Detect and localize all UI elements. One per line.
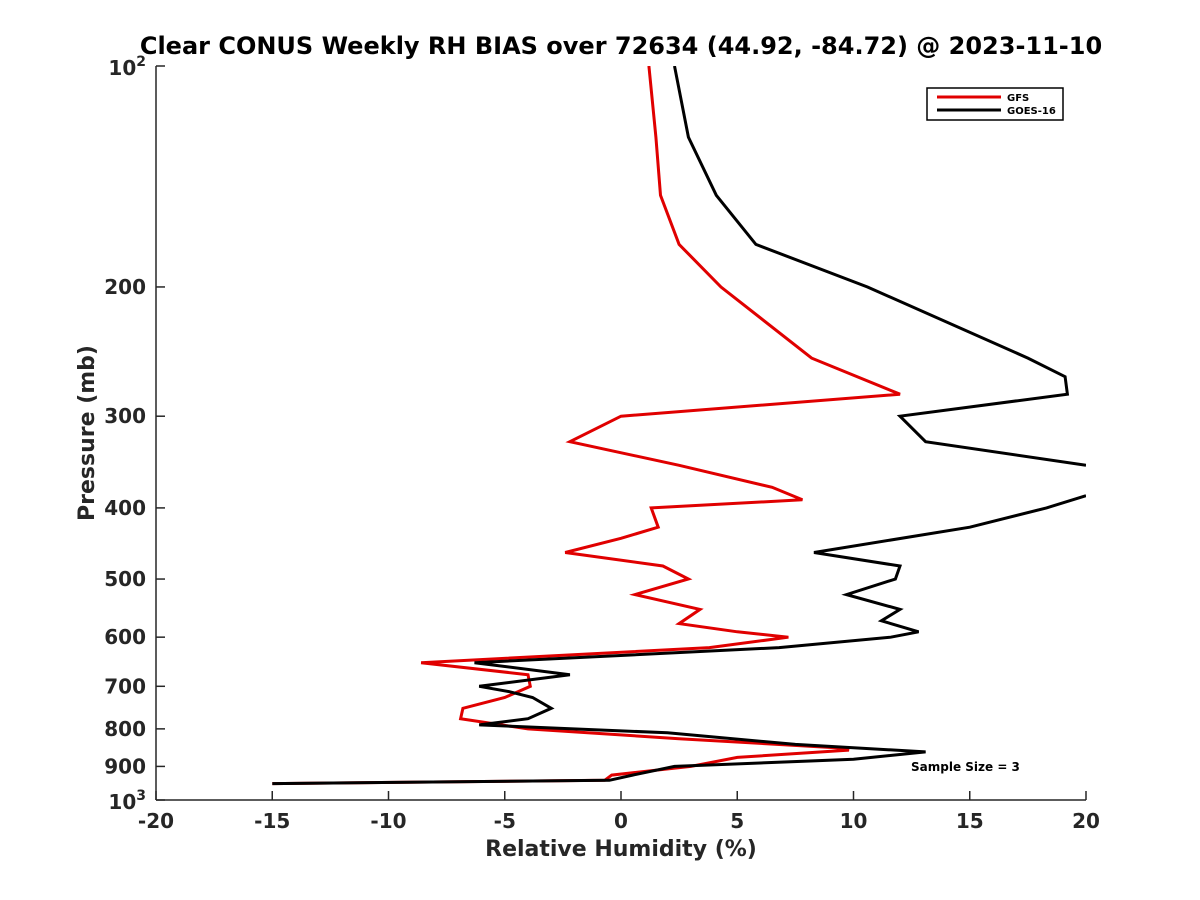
y-tick-label: 200: [104, 275, 146, 299]
sample-size-annotation: Sample Size = 3: [911, 760, 1020, 774]
x-tick-label: -10: [370, 809, 406, 833]
series-layer: [272, 66, 1086, 786]
x-tick-label: -20: [138, 809, 174, 833]
x-tick-label: 20: [1072, 809, 1100, 833]
x-tick-label: 5: [730, 809, 744, 833]
plot-area: -20 -15 -10 -5 0 5 10 15 20 102 200 300 400 500 600 70…: [104, 54, 1100, 833]
y-tick-label: 900: [104, 754, 146, 778]
legend-label: GFS: [1007, 93, 1029, 104]
y-axis-title: Pressure (mb): [75, 345, 100, 521]
y-tick-label: 700: [104, 674, 146, 698]
y-tick-label: 102: [108, 54, 146, 80]
x-axis-title: Relative Humidity (%): [485, 837, 757, 862]
x-tick-label: 15: [956, 809, 984, 833]
x-tick-label: 0: [614, 809, 628, 833]
y-tick-label: 500: [104, 567, 146, 591]
x-tick-label: 10: [840, 809, 868, 833]
y-tick-label: 800: [104, 717, 146, 741]
y-ticks: 102 200 300 400 500 600 700 800 900 103: [104, 54, 165, 814]
chart-title: Clear CONUS Weekly RH BIAS over 72634 (4…: [140, 32, 1102, 60]
x-tick-label: -15: [254, 809, 290, 833]
x-tick-label: -5: [494, 809, 516, 833]
series-line-goes-16: [272, 494, 1086, 786]
y-tick-label: 103: [108, 788, 146, 814]
legend: GFS GOES-16: [926, 87, 1064, 121]
legend-label: GOES-16: [1007, 106, 1056, 117]
series-line-goes-16: [673, 66, 1086, 467]
legend-box: [926, 87, 1064, 121]
y-tick-label: 300: [104, 404, 146, 428]
y-tick-label: 400: [104, 496, 146, 520]
x-ticks: -20 -15 -10 -5 0 5 10 15 20: [138, 791, 1100, 833]
y-tick-label: 600: [104, 625, 146, 649]
